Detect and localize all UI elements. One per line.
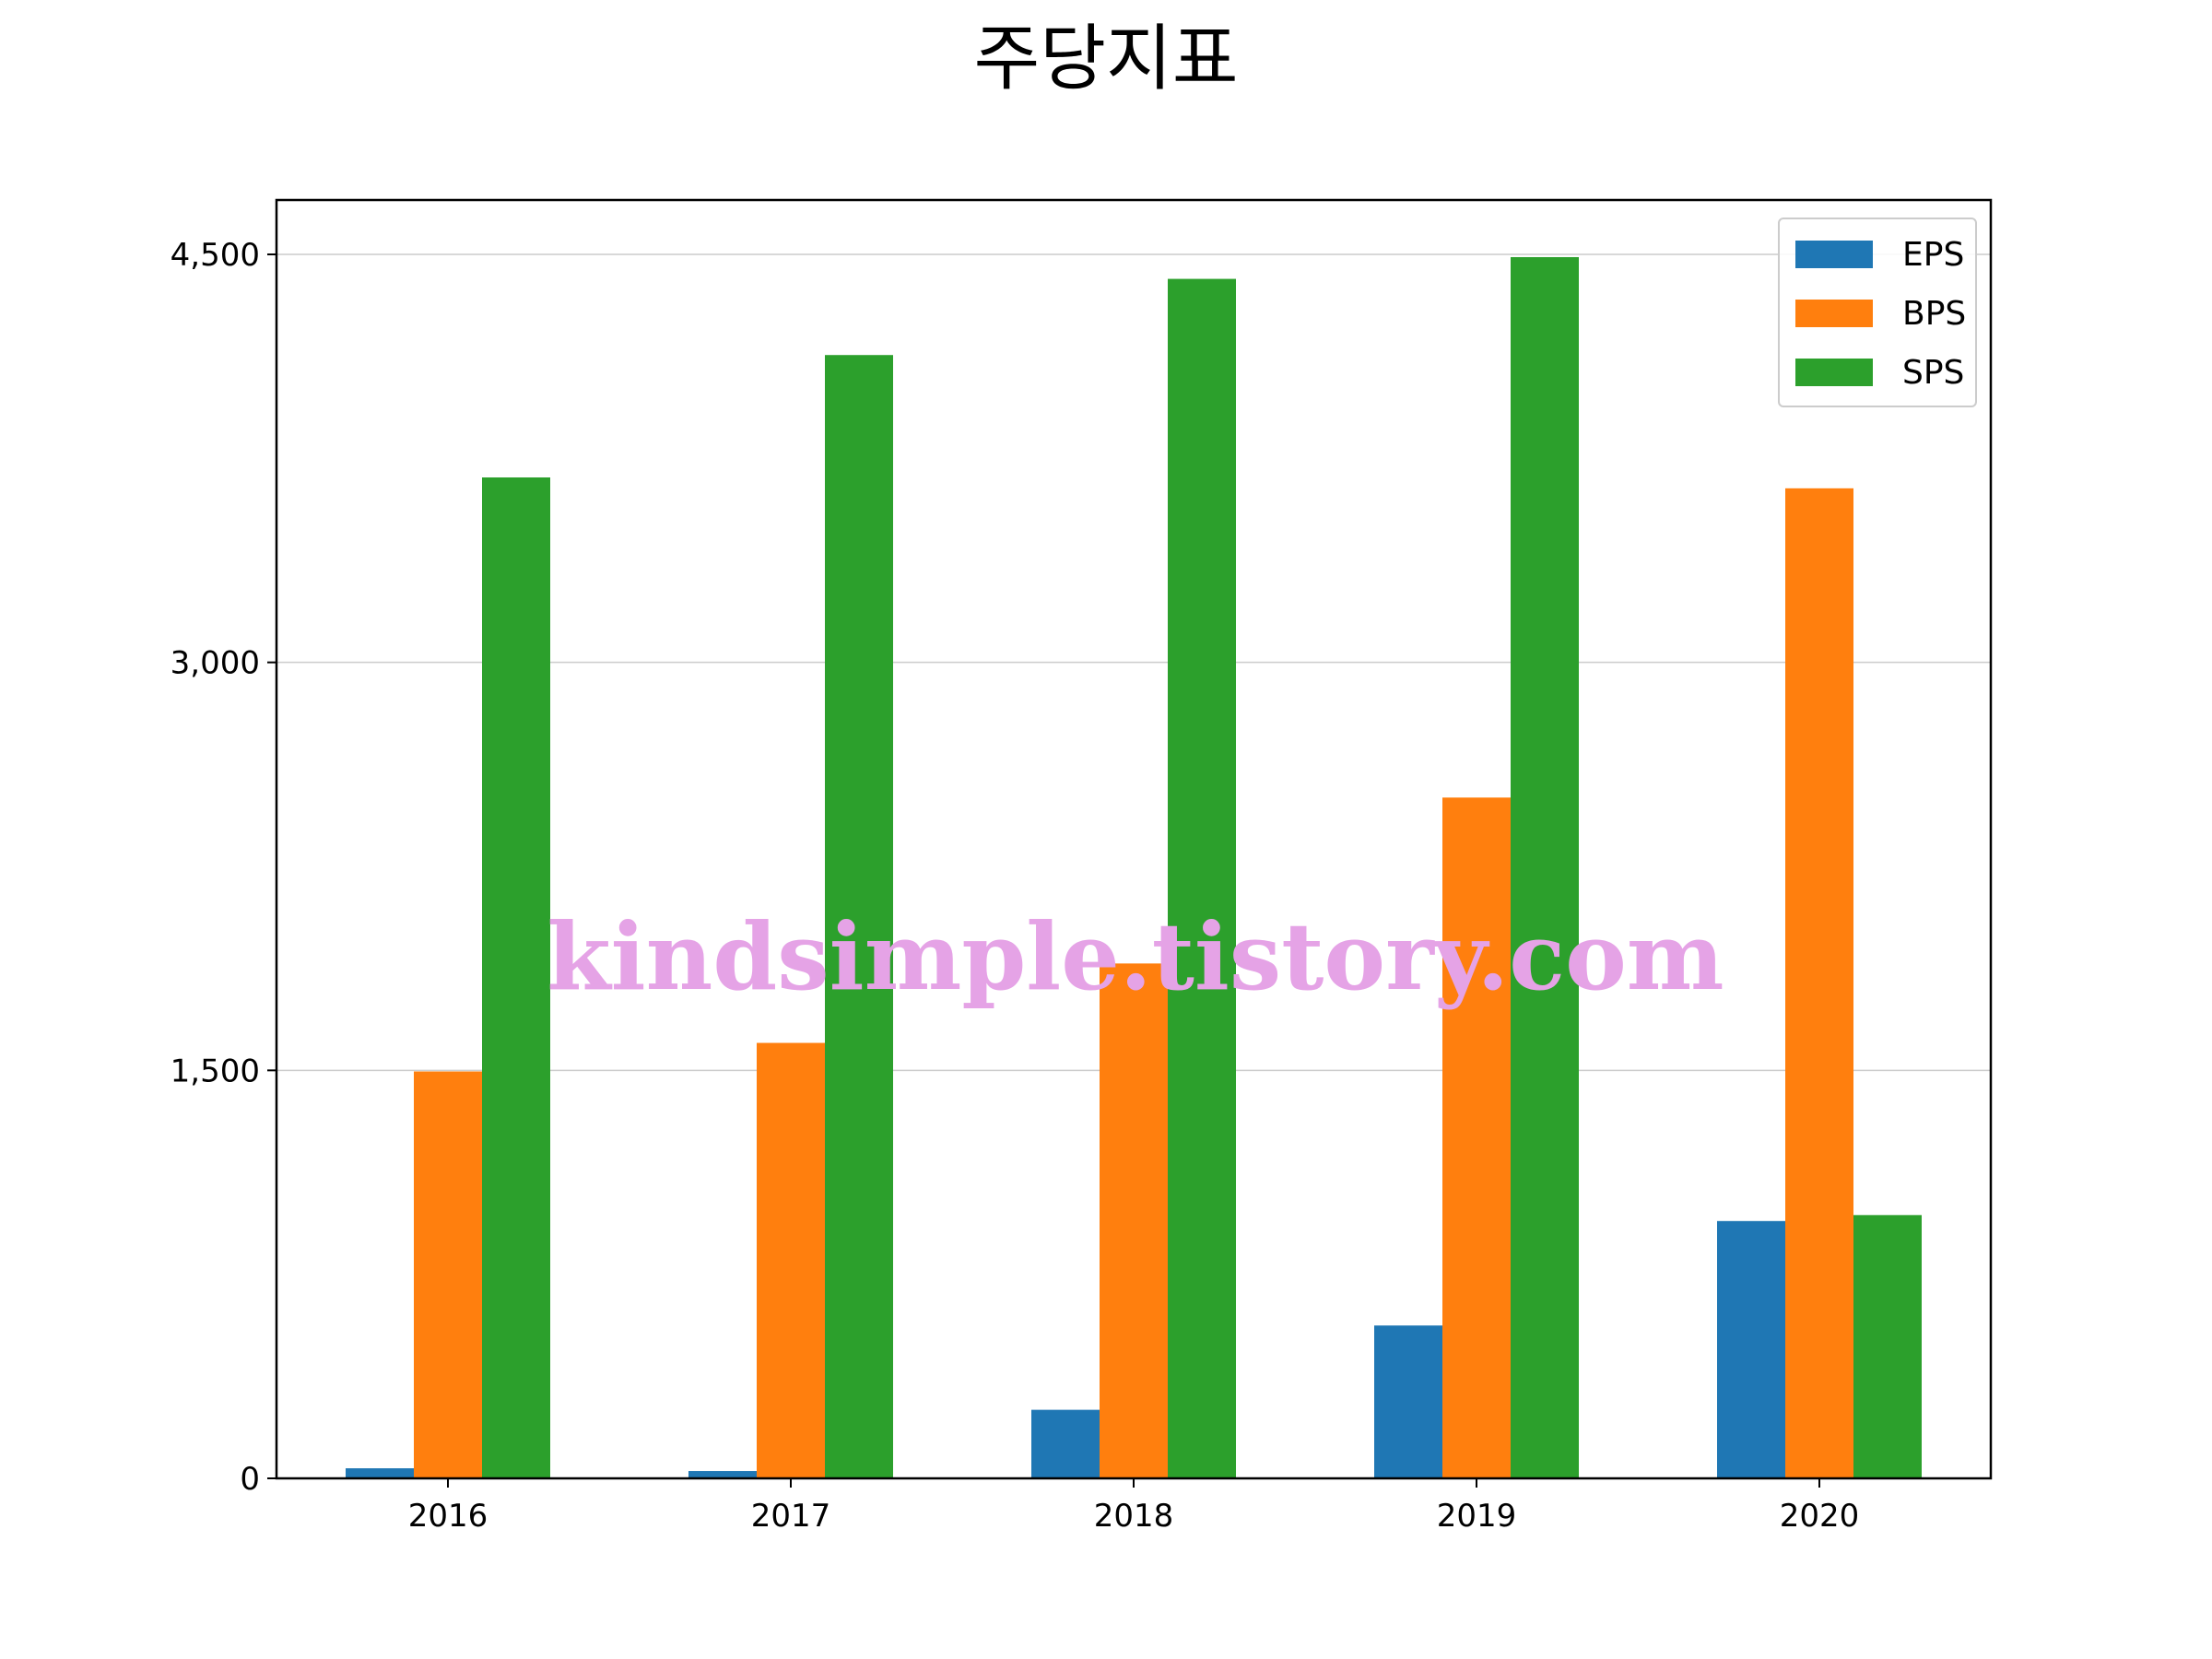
legend-swatch-bps bbox=[1795, 300, 1873, 327]
bar-sps-2019 bbox=[1511, 256, 1579, 1478]
legend-label-eps: EPS bbox=[1902, 236, 1964, 274]
bars bbox=[346, 256, 1922, 1479]
x-tick-label: 2016 bbox=[408, 1498, 488, 1535]
x-tick-label: 2020 bbox=[1780, 1498, 1860, 1535]
legend-swatch-eps bbox=[1795, 241, 1873, 268]
bar-eps-2017 bbox=[688, 1471, 757, 1478]
bar-eps-2016 bbox=[346, 1468, 414, 1478]
legend-label-sps: SPS bbox=[1902, 354, 1964, 392]
bar-sps-2018 bbox=[1168, 278, 1236, 1479]
legend-swatch-sps bbox=[1795, 359, 1873, 386]
watermark-text: kindsimple.tistory.com bbox=[547, 902, 1724, 1011]
y-tick-label: 1,500 bbox=[171, 1053, 260, 1089]
legend: EPS BPS SPS bbox=[1778, 218, 1977, 407]
bar-sps-2016 bbox=[482, 477, 550, 1478]
bar-bps-2017 bbox=[757, 1042, 825, 1478]
bar-eps-2020 bbox=[1717, 1220, 1785, 1478]
y-tick-label: 0 bbox=[240, 1461, 260, 1498]
legend-label-bps: BPS bbox=[1902, 295, 1966, 333]
bar-eps-2019 bbox=[1374, 1325, 1442, 1478]
x-tick-label: 2019 bbox=[1437, 1498, 1517, 1535]
bar-sps-2017 bbox=[825, 355, 893, 1478]
bar-bps-2020 bbox=[1785, 488, 1853, 1478]
y-axis: 0 1,500 3,000 4,500 bbox=[171, 237, 276, 1498]
bar-sps-2020 bbox=[1853, 1215, 1922, 1478]
bar-eps-2018 bbox=[1031, 1409, 1100, 1478]
bar-bps-2016 bbox=[414, 1071, 482, 1478]
bar-bps-2019 bbox=[1442, 797, 1511, 1478]
y-tick-label: 3,000 bbox=[171, 645, 260, 682]
y-tick-label: 4,500 bbox=[171, 237, 260, 274]
bar-bps-2018 bbox=[1100, 963, 1168, 1478]
x-axis: 2016 2017 2018 2019 2020 bbox=[408, 1478, 1860, 1535]
chart-title: 주당지표 bbox=[973, 18, 1238, 100]
x-tick-label: 2017 bbox=[751, 1498, 831, 1535]
x-tick-label: 2018 bbox=[1094, 1498, 1174, 1535]
